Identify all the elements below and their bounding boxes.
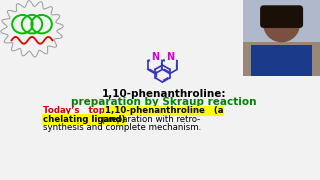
FancyBboxPatch shape xyxy=(243,42,320,76)
Text: 1,10-phenanthroline:: 1,10-phenanthroline: xyxy=(102,89,226,99)
Text: chelating ligand): chelating ligand) xyxy=(43,115,125,124)
FancyBboxPatch shape xyxy=(251,45,312,76)
Text: N: N xyxy=(166,52,174,62)
FancyBboxPatch shape xyxy=(260,5,303,28)
Text: : preparation with retro-: : preparation with retro- xyxy=(97,115,201,124)
Circle shape xyxy=(263,6,300,42)
Text: Today’s   topic:: Today’s topic: xyxy=(43,106,117,115)
Text: synthesis and complete mechanism.: synthesis and complete mechanism. xyxy=(43,123,201,132)
FancyBboxPatch shape xyxy=(243,0,320,42)
Text: preparation by Skraup reaction: preparation by Skraup reaction xyxy=(71,97,257,107)
Text: 1,10-phenanthroline   (a: 1,10-phenanthroline (a xyxy=(105,106,224,115)
Text: N: N xyxy=(151,52,159,62)
